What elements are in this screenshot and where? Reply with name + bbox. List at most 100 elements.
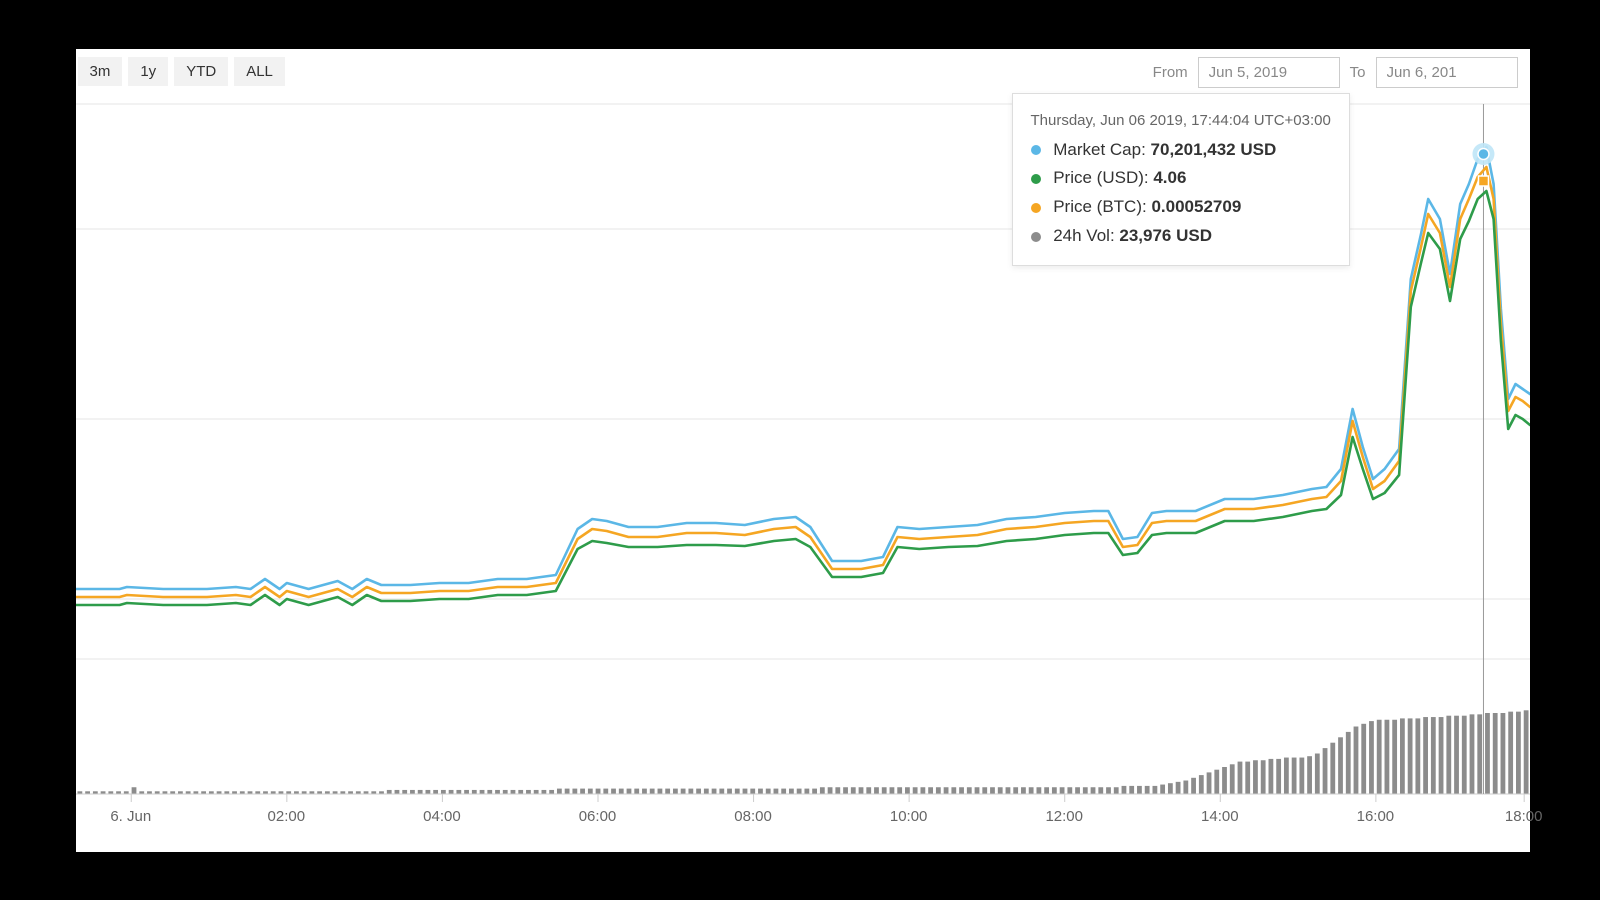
volume-bar (433, 790, 438, 794)
volume-bar (1021, 787, 1026, 794)
volume-bar (1082, 787, 1087, 794)
tooltip-value: 4.06 (1153, 168, 1186, 187)
volume-bar (1430, 717, 1435, 794)
volume-bar (850, 787, 855, 794)
volume-bar (804, 789, 809, 794)
volume-bar (1353, 727, 1358, 795)
volume-bar (1345, 732, 1350, 794)
volume-bar (1392, 720, 1397, 794)
volume-bar (943, 787, 948, 794)
tooltip-value: 70,201,432 USD (1151, 140, 1277, 159)
volume-bar (1376, 720, 1381, 794)
volume-bar (1245, 762, 1250, 794)
volume-bar (881, 787, 886, 794)
volume-bar (626, 789, 631, 794)
x-tick-label: 18:00 (1505, 808, 1543, 825)
volume-bar (1075, 787, 1080, 794)
volume-bar (1500, 713, 1505, 794)
volume-bar (1222, 767, 1227, 794)
volume-bar (1469, 714, 1474, 794)
chart-panel: 3m1yYTDALL From To Thursday, Jun 06 2019… (76, 49, 1530, 852)
volume-bar (611, 789, 616, 794)
x-tick-label: 06:00 (579, 808, 617, 825)
volume-bar (1028, 787, 1033, 794)
series-marker (1477, 149, 1488, 160)
tooltip-row: Price (USD): 4.06 (1031, 164, 1331, 193)
volume-bar (812, 789, 817, 794)
tooltip-value: 0.00052709 (1151, 197, 1241, 216)
volume-bar (997, 787, 1002, 794)
x-tick-label: 02:00 (268, 808, 306, 825)
volume-bar (618, 789, 623, 794)
tooltip-label: Price (USD): (1049, 168, 1154, 187)
volume-bar (1152, 786, 1157, 794)
volume-bar (897, 787, 902, 794)
volume-bar (1044, 787, 1049, 794)
volume-bar (518, 790, 523, 794)
volume-bar (959, 787, 964, 794)
volume-bar (696, 789, 701, 794)
volume-bar (642, 789, 647, 794)
volume-bar (1237, 762, 1242, 794)
volume-bar (533, 790, 538, 794)
volume-bar (448, 790, 453, 794)
volume-bar (966, 787, 971, 794)
volume-bar (990, 787, 995, 794)
volume-bar (1461, 716, 1466, 794)
volume-bar (649, 789, 654, 794)
volume-bar (1206, 772, 1211, 794)
tooltip-label: 24h Vol: (1049, 226, 1120, 245)
volume-bar (727, 789, 732, 794)
volume-bar (1330, 743, 1335, 794)
volume-bar (386, 790, 391, 794)
volume-bar (920, 787, 925, 794)
volume-bar (1260, 760, 1265, 794)
volume-bar (541, 790, 546, 794)
volume-bar (456, 790, 461, 794)
volume-bar (1291, 758, 1296, 794)
volume-bar (1160, 785, 1165, 794)
volume-bar (1523, 710, 1528, 794)
tooltip-value: 23,976 USD (1119, 226, 1212, 245)
volume-bar (1477, 714, 1482, 794)
volume-bar (781, 789, 786, 794)
volume-bar (657, 789, 662, 794)
volume-bar (479, 790, 484, 794)
volume-bar (1369, 721, 1374, 794)
volume-bar (974, 787, 979, 794)
x-tick-label: 04:00 (423, 808, 461, 825)
x-tick-label: 12:00 (1045, 808, 1083, 825)
volume-bar (1253, 760, 1258, 794)
volume-bar (1098, 787, 1103, 794)
volume-bar (603, 789, 608, 794)
volume-bar (789, 789, 794, 794)
volume-bar (425, 790, 430, 794)
tooltip-timestamp: Thursday, Jun 06 2019, 17:44:04 UTC+03:0… (1031, 108, 1331, 134)
volume-bar (1338, 737, 1343, 794)
volume-bar (580, 789, 585, 794)
volume-bar (711, 789, 716, 794)
volume-bar (1214, 770, 1219, 794)
volume-bar (464, 790, 469, 794)
x-tick-label: 10:00 (890, 808, 928, 825)
x-tick-label: 6. Jun (110, 808, 151, 825)
volume-bar (1167, 783, 1172, 794)
volume-bar (1005, 787, 1010, 794)
volume-bar (1198, 775, 1203, 794)
volume-bar (1191, 778, 1196, 794)
volume-bar (742, 789, 747, 794)
volume-bar (1485, 713, 1490, 794)
volume-bar (1059, 787, 1064, 794)
tooltip-row: 24h Vol: 23,976 USD (1031, 222, 1331, 251)
volume-bar (765, 789, 770, 794)
volume-bar (905, 787, 910, 794)
volume-bar (703, 789, 708, 794)
chart-tooltip: Thursday, Jun 06 2019, 17:44:04 UTC+03:0… (1012, 93, 1350, 266)
volume-bar (510, 790, 515, 794)
x-tick-label: 14:00 (1201, 808, 1239, 825)
volume-bar (1299, 758, 1304, 794)
volume-bar (1268, 759, 1273, 794)
volume-bar (440, 790, 445, 794)
volume-bar (1283, 758, 1288, 794)
volume-bar (796, 789, 801, 794)
